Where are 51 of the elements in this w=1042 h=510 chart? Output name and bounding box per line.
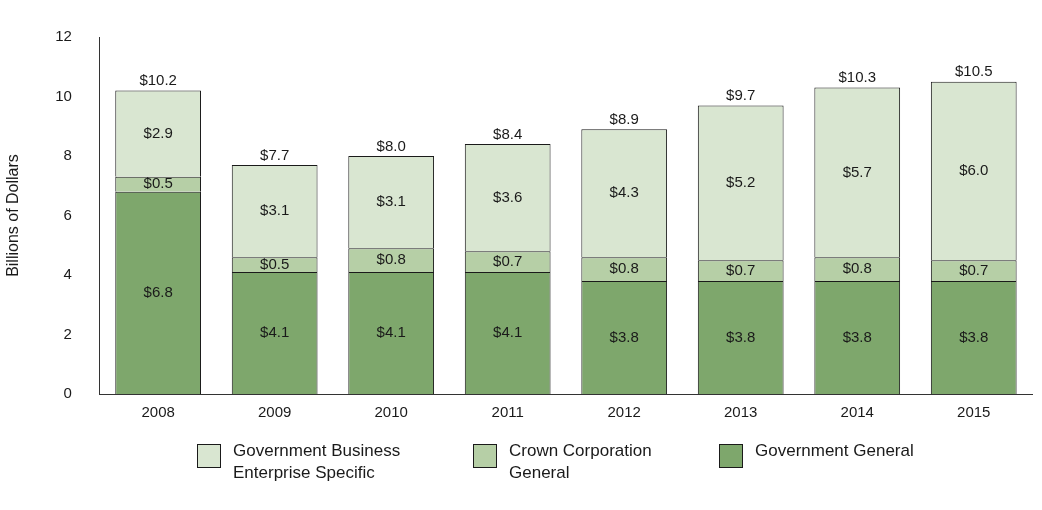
y-axis-title: Billions of Dollars	[4, 154, 22, 277]
data-label: $3.1	[260, 201, 290, 219]
legend-label: Government Business Enterprise Specific	[233, 440, 402, 484]
data-label: $3.6	[493, 187, 523, 205]
total-label: $8.9	[609, 109, 639, 127]
data-label: $5.2	[726, 172, 756, 190]
data-label: $0.7	[959, 260, 989, 278]
data-label: $3.1	[376, 192, 406, 210]
x-tick-label: 2014	[840, 403, 874, 421]
total-label: $8.0	[376, 136, 406, 154]
x-tick-label: 2011	[491, 403, 524, 421]
total-label: $8.4	[493, 124, 523, 142]
data-label: $0.8	[609, 259, 639, 277]
x-tick-label: 2009	[257, 403, 292, 421]
data-label: $6.8	[143, 282, 173, 300]
data-label: $0.7	[726, 260, 756, 278]
data-label: $4.1	[376, 323, 406, 341]
data-label: $2.9	[143, 123, 173, 141]
data-label: $4.1	[493, 323, 523, 341]
data-label: $3.8	[959, 327, 989, 345]
legend-label: Crown Corporation General	[509, 440, 653, 484]
y-tick-label: 4	[63, 265, 72, 283]
total-label: $7.7	[260, 145, 290, 163]
x-tick-label: 2015	[957, 403, 991, 421]
y-tick-label: 12	[55, 27, 72, 45]
data-label: $0.7	[493, 251, 523, 269]
data-label: $4.1	[260, 323, 290, 341]
y-tick-label: 8	[63, 146, 72, 164]
data-label: $0.8	[842, 259, 872, 277]
x-tick-label: 2010	[374, 403, 408, 421]
data-label: $5.7	[842, 162, 872, 180]
data-label: $3.8	[726, 327, 756, 345]
data-label: $0.5	[260, 254, 290, 272]
x-tick-label: 2012	[607, 403, 641, 421]
data-label: $6.0	[959, 161, 989, 179]
data-label: $0.5	[143, 174, 173, 192]
y-tick-label: 2	[63, 324, 72, 342]
legend-label: Government General	[755, 440, 915, 462]
y-tick-label: 0	[63, 384, 72, 402]
x-tick-label: 2013	[724, 403, 758, 421]
data-label: $0.8	[376, 250, 406, 268]
x-tick-label: 2008	[141, 403, 175, 421]
total-label: $9.7	[726, 86, 756, 104]
total-label: $10.5	[954, 62, 993, 80]
y-tick-label: 6	[63, 205, 72, 223]
data-label: $4.3	[609, 183, 639, 201]
total-label: $10.3	[838, 68, 876, 86]
data-label: $3.8	[842, 327, 872, 345]
y-tick-label: 10	[55, 86, 72, 104]
total-label: $10.2	[139, 71, 177, 89]
data-label: $3.8	[609, 327, 639, 345]
